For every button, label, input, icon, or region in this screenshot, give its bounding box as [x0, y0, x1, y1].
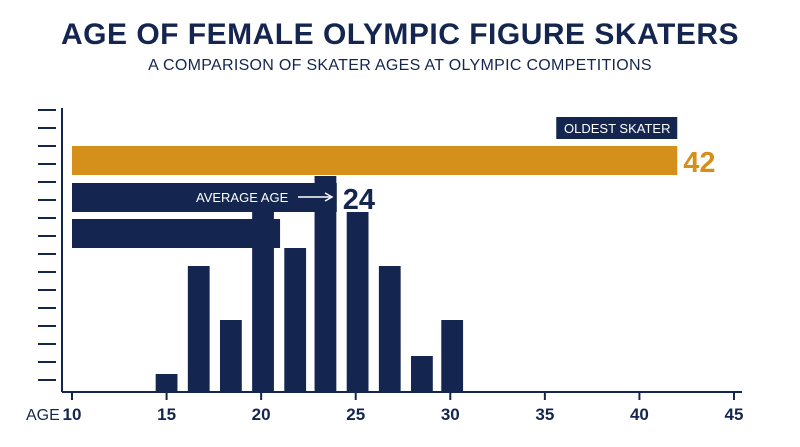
horizontal-bar — [72, 219, 281, 248]
x-tick-label: 25 — [346, 405, 365, 424]
horizontal-bar — [72, 146, 678, 175]
x-tick-label: 45 — [725, 405, 744, 424]
histogram-bar — [252, 212, 274, 392]
histogram-bar — [346, 212, 369, 392]
average-age-label: AVERAGE AGE — [196, 190, 289, 205]
histogram-bar — [411, 356, 433, 392]
horizontal-bar — [72, 183, 337, 212]
x-tick-label: 40 — [630, 405, 649, 424]
arrow-icon — [324, 192, 334, 202]
histogram-bar — [155, 374, 178, 392]
histogram-bar — [441, 320, 464, 392]
bar-value-label: 42 — [683, 147, 715, 179]
oldest-skater-tag — [556, 117, 678, 139]
chart-subtitle: A COMPARISON OF SKATER AGES AT OLYMPIC C… — [148, 57, 652, 74]
x-tick-label: 15 — [157, 405, 176, 424]
bar-value-label: 24 — [343, 184, 375, 216]
oldest-skater-label: OLDEST SKATER — [564, 121, 670, 136]
histogram-bar — [284, 248, 307, 392]
histogram-bar — [219, 320, 242, 392]
histogram-bar — [314, 176, 337, 392]
histogram-bar — [378, 266, 401, 392]
x-tick-label: 30 — [441, 405, 460, 424]
chart-title: AGE OF FEMALE OLYMPIC FIGURE SKATERS — [60, 18, 740, 51]
histogram-bar — [187, 266, 210, 392]
x-tick-label: 10 — [63, 405, 82, 424]
x-axis-label: AGE — [26, 407, 60, 424]
x-tick-label: 20 — [252, 405, 271, 424]
x-tick-label: 35 — [535, 405, 554, 424]
